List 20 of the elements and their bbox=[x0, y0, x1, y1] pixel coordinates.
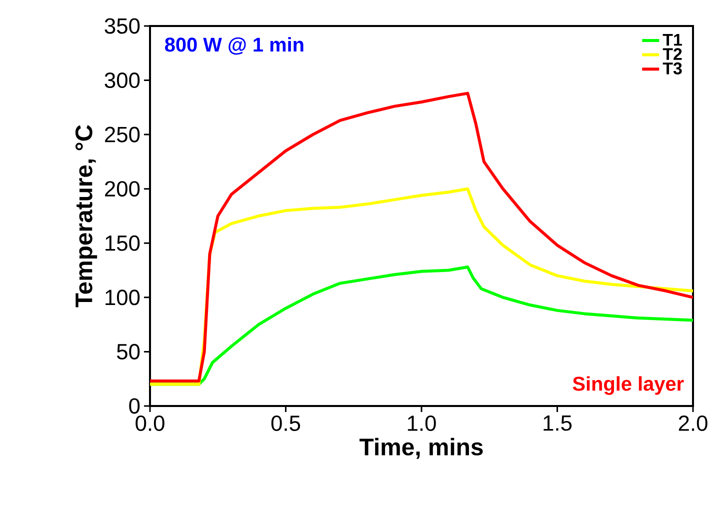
x-tick-label: 1.5 bbox=[544, 416, 572, 431]
y-tick-label: 350 bbox=[104, 18, 140, 34]
y-tick-label: 50 bbox=[116, 344, 140, 360]
x-axis-title: Time, mins bbox=[360, 438, 483, 459]
legend-label: T3 bbox=[662, 62, 682, 74]
y-tick-label: 250 bbox=[105, 126, 140, 142]
x-tick-label: 0.0 bbox=[136, 415, 164, 432]
y-tick-label: 300 bbox=[104, 72, 140, 88]
legend-label: T1 bbox=[662, 34, 682, 46]
x-tick-label: 2.0 bbox=[678, 415, 708, 432]
legend-label: T2 bbox=[662, 48, 682, 60]
y-tick-label: 150 bbox=[106, 235, 140, 251]
y-tick-label: 100 bbox=[106, 290, 140, 306]
annotation: 800 W @ 1 min bbox=[165, 37, 304, 55]
y-tick-label: 200 bbox=[105, 181, 140, 197]
x-tick-label: 0.5 bbox=[271, 415, 300, 432]
annotation: Single layer bbox=[572, 376, 684, 395]
x-tick-label: 1.0 bbox=[408, 415, 436, 432]
y-tick-label: 0 bbox=[129, 398, 140, 414]
y-axis-title: Temperature, °C bbox=[75, 125, 98, 308]
